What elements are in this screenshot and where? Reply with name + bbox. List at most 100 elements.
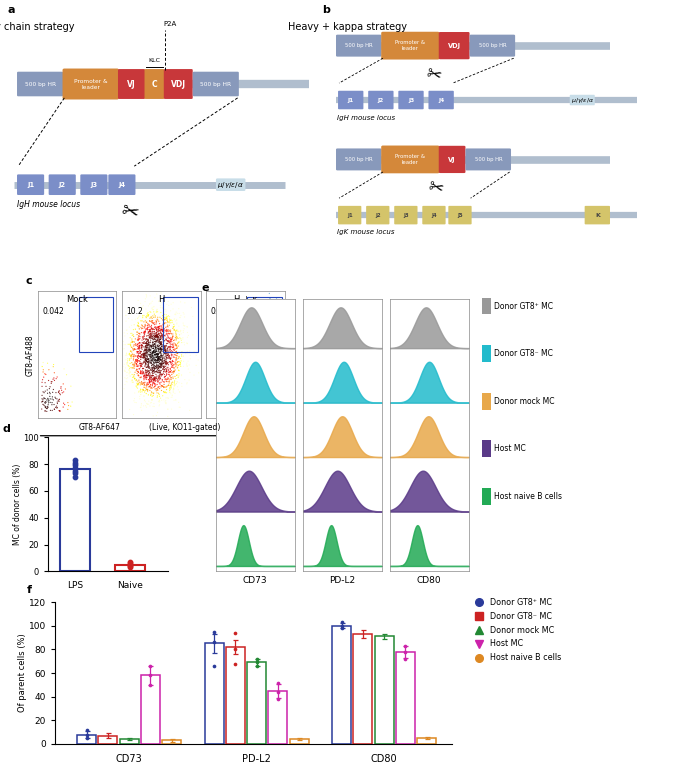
Point (183, 363, 194, 375)
Point (146, 341, 157, 353)
Point (153, 362, 164, 374)
Point (152, 407, 163, 419)
Point (153, 354, 164, 367)
Point (135, 401, 146, 413)
Point (162, 376, 173, 388)
Point (250, 334, 261, 346)
Text: GT8-AF647: GT8-AF647 (79, 423, 121, 433)
Point (160, 317, 171, 329)
Point (123, 360, 134, 373)
Point (149, 350, 160, 362)
Point (153, 344, 164, 356)
Point (148, 311, 159, 324)
Point (142, 384, 153, 396)
Point (154, 328, 165, 340)
Point (227, 354, 238, 367)
Point (135, 350, 146, 362)
Point (241, 353, 252, 365)
Point (70, 467, 81, 479)
Point (249, 324, 260, 337)
Point (245, 339, 256, 351)
Point (50, 401, 61, 413)
Point (139, 337, 150, 349)
Point (247, 339, 258, 351)
Point (155, 336, 166, 348)
Point (38, 297, 49, 309)
Point (156, 394, 167, 407)
Point (48, 393, 59, 406)
Point (40, 380, 51, 393)
Point (166, 374, 177, 386)
Point (222, 357, 233, 370)
Point (148, 301, 159, 313)
X-axis label: PD-L2: PD-L2 (329, 575, 356, 584)
Point (162, 325, 173, 337)
Point (160, 330, 171, 342)
Point (263, 315, 274, 328)
Point (164, 355, 175, 367)
Point (242, 331, 253, 343)
Point (146, 297, 157, 309)
Point (158, 343, 169, 355)
Point (175, 360, 186, 373)
Point (141, 344, 152, 356)
Point (164, 291, 175, 304)
Point (266, 319, 277, 331)
Point (173, 397, 184, 409)
Point (146, 386, 157, 398)
Point (46, 377, 57, 390)
Point (140, 379, 151, 391)
Point (161, 351, 172, 364)
Point (152, 364, 163, 376)
Point (146, 357, 157, 369)
Point (150, 354, 161, 367)
Point (151, 360, 162, 372)
Point (153, 321, 164, 333)
Point (260, 328, 271, 340)
Point (42, 403, 53, 415)
Point (160, 397, 171, 410)
Point (146, 319, 157, 331)
Point (150, 311, 161, 323)
Point (136, 346, 147, 358)
Point (40, 397, 51, 410)
Point (160, 303, 171, 315)
Point (160, 370, 171, 383)
Point (134, 356, 145, 368)
Point (171, 360, 182, 373)
Point (260, 324, 271, 337)
Point (147, 333, 158, 345)
Point (138, 366, 149, 378)
Point (151, 347, 162, 360)
Point (66, 396, 77, 408)
Point (140, 367, 151, 379)
Point (51, 371, 62, 384)
Point (132, 367, 142, 380)
Point (251, 338, 262, 351)
Point (120, 349, 131, 361)
Point (121, 349, 132, 361)
Point (132, 360, 143, 373)
Point (177, 333, 188, 345)
Point (170, 364, 181, 376)
Point (132, 365, 143, 377)
Point (159, 364, 170, 376)
Point (141, 335, 152, 347)
Point (133, 377, 144, 390)
Point (153, 328, 164, 341)
Point (126, 350, 137, 362)
Point (49, 398, 60, 410)
Point (140, 357, 151, 370)
Point (155, 380, 166, 393)
Point (232, 357, 243, 370)
Point (249, 332, 260, 344)
Point (256, 311, 266, 323)
Point (155, 369, 166, 381)
Point (159, 297, 170, 309)
Point (164, 352, 175, 364)
Point (148, 345, 159, 357)
Point (144, 344, 155, 356)
Point (160, 356, 171, 368)
Point (167, 332, 178, 344)
Point (245, 337, 256, 350)
